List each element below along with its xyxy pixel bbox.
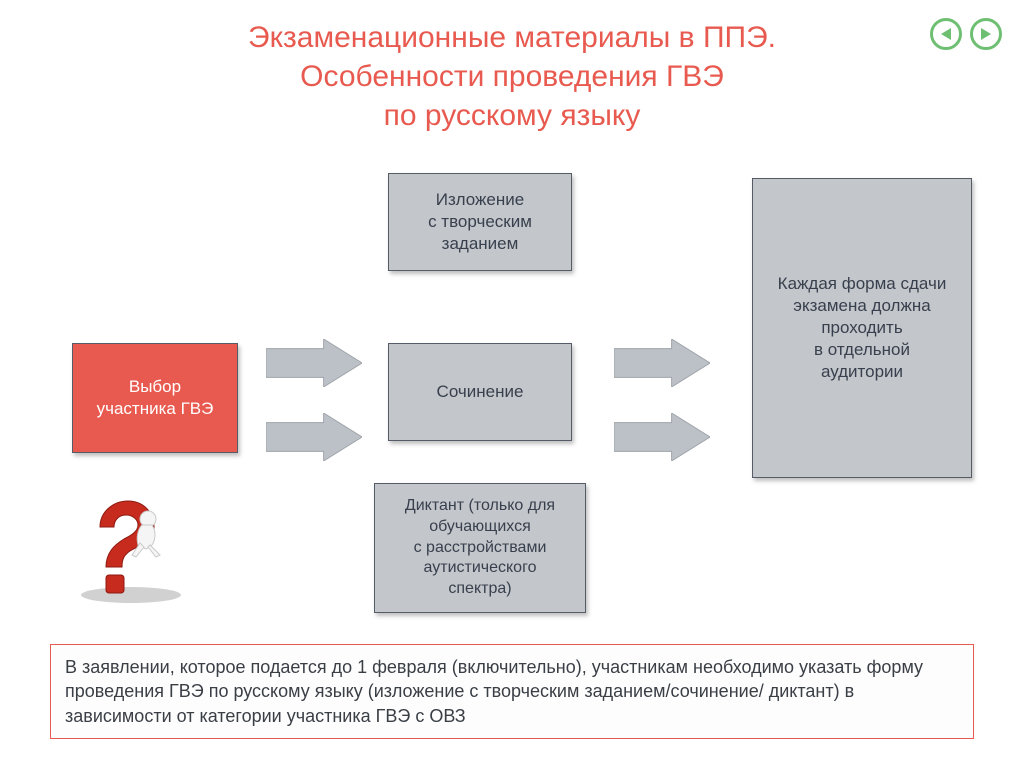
arrow-icon	[266, 339, 362, 387]
node-opt3: Диктант (только для обучающихся с расстр…	[374, 483, 586, 613]
title-line-3: по русскому языку	[384, 99, 641, 132]
triangle-right-icon	[979, 26, 993, 42]
node-choice: Выбор участника ГВЭ	[72, 343, 238, 453]
arrow-icon	[614, 413, 710, 461]
next-button[interactable]	[970, 18, 1002, 50]
title-line-1: Экзаменационные материалы в ППЭ.	[248, 21, 776, 54]
title-line-2: Особенности проведения ГВЭ	[300, 60, 724, 93]
node-opt3-label: Диктант (только для обучающихся с расстр…	[405, 496, 555, 600]
flowchart: Выбор участника ГВЭ Изложение с творческ…	[0, 153, 1024, 633]
footer-text: В заявлении, которое подается до 1 февра…	[65, 657, 923, 726]
node-opt2: Сочинение	[388, 343, 572, 441]
node-result-label: Каждая форма сдачи экзамена должна прохо…	[778, 273, 947, 383]
page-title: Экзаменационные материалы в ППЭ. Особенн…	[0, 0, 1024, 145]
footer-note: В заявлении, которое подается до 1 февра…	[50, 644, 974, 739]
arrow-icon	[266, 413, 362, 461]
node-result: Каждая форма сдачи экзамена должна прохо…	[752, 178, 972, 478]
node-opt1-label: Изложение с творческим заданием	[428, 189, 532, 255]
node-opt1: Изложение с творческим заданием	[388, 173, 572, 271]
question-mark-icon	[72, 493, 190, 605]
arrow-icon	[614, 339, 710, 387]
prev-button[interactable]	[930, 18, 962, 50]
node-choice-label: Выбор участника ГВЭ	[97, 376, 214, 420]
nav-buttons	[930, 18, 1002, 50]
triangle-left-icon	[939, 26, 953, 42]
node-opt2-label: Сочинение	[437, 381, 524, 403]
